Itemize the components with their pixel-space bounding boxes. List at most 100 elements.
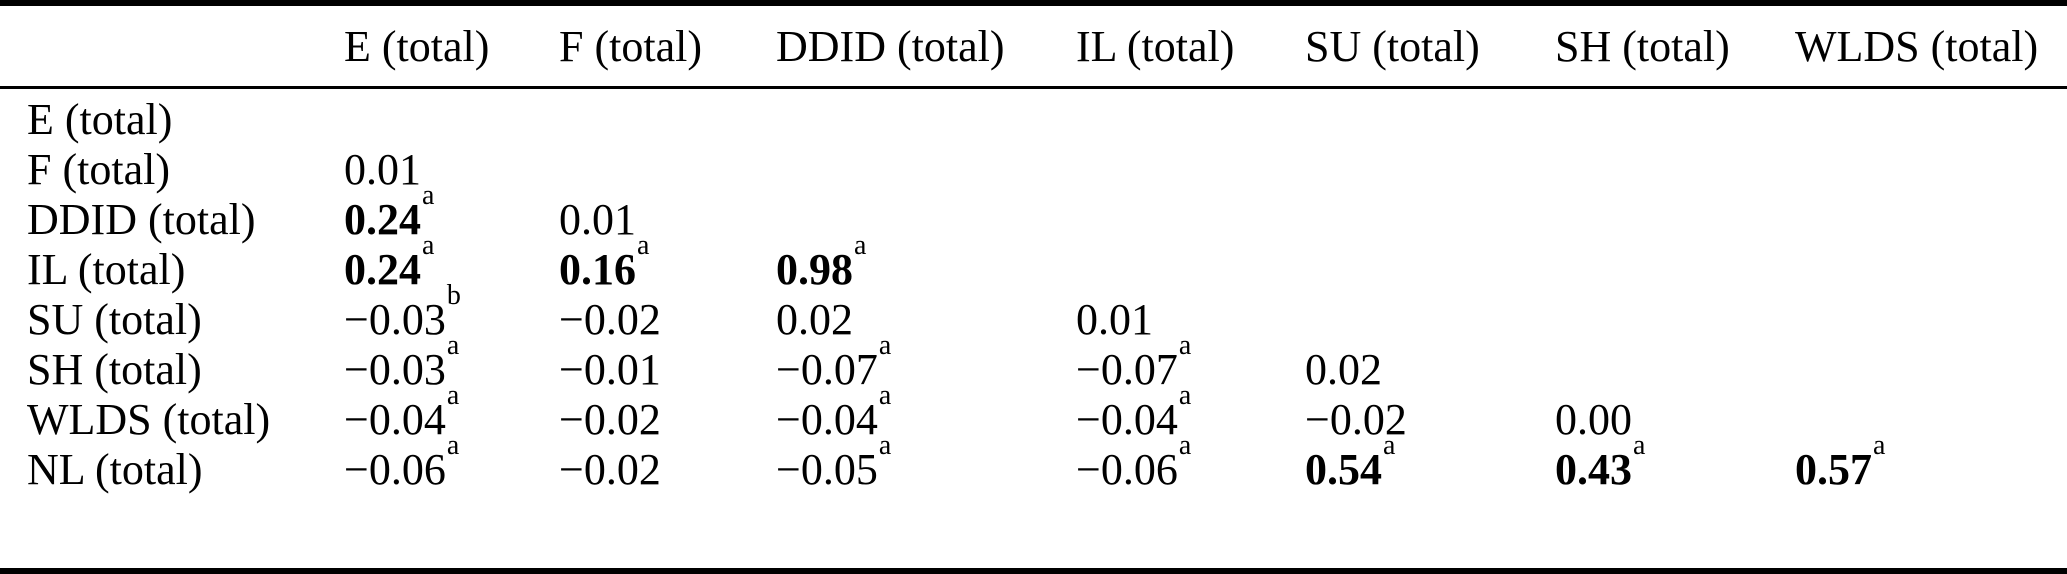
correlation-value: −0.04 xyxy=(1076,395,1178,444)
correlation-value: −0.07 xyxy=(776,345,878,394)
correlation-cell: −0.02 xyxy=(1305,395,1555,445)
column-header-e-total: E (total) xyxy=(344,21,490,71)
column-header-il-total: IL (total) xyxy=(1076,21,1235,71)
correlation-cell: 0.01 xyxy=(344,145,559,195)
column-header-sh-total: SH (total) xyxy=(1555,21,1730,71)
correlation-value: −0.02 xyxy=(1305,395,1407,444)
correlation-cell: −0.06a xyxy=(1076,432,1305,495)
significance-superscript: a xyxy=(1873,430,1886,462)
correlation-cell: −0.03a xyxy=(344,332,559,395)
significance-superscript: a xyxy=(446,330,460,362)
table-header-row: E (total) F (total) DDID (total) IL (tot… xyxy=(0,6,2067,86)
correlation-cell: −0.05a xyxy=(776,432,1076,495)
significance-superscript: a xyxy=(1383,430,1396,462)
column-header-f-total: F (total) xyxy=(559,21,702,71)
significance-superscript: a xyxy=(878,430,892,462)
correlation-value: −0.05 xyxy=(776,445,878,494)
table-row: E (total) xyxy=(0,95,2067,145)
correlation-cell: 0.16a xyxy=(559,232,776,295)
correlation-cell: −0.01 xyxy=(559,345,776,395)
correlation-value: −0.07 xyxy=(1076,345,1178,394)
correlation-value: 0.24 xyxy=(344,195,421,244)
correlation-value: −0.02 xyxy=(559,295,661,344)
significance-superscript: a xyxy=(422,180,435,212)
column-header-su-total: SU (total) xyxy=(1305,21,1480,71)
table-row: DDID (total) 0.24a 0.01 xyxy=(0,182,2067,245)
correlation-value: −0.04 xyxy=(344,395,446,444)
table-top-rule xyxy=(0,0,2067,6)
correlation-value: −0.02 xyxy=(559,445,661,494)
row-label: F (total) xyxy=(27,145,170,194)
correlation-cell: −0.04a xyxy=(776,382,1076,445)
correlation-cell: 0.43a xyxy=(1555,432,1795,495)
correlation-cell: 0.01 xyxy=(1076,295,1305,345)
row-label: WLDS (total) xyxy=(27,395,271,444)
correlation-cell: −0.02 xyxy=(559,445,776,495)
correlation-cell: −0.04a xyxy=(344,382,559,445)
significance-superscript: a xyxy=(446,380,460,412)
correlation-cell: 0.24a xyxy=(344,182,559,245)
correlation-cell: −0.02 xyxy=(559,295,776,345)
row-label: DDID (total) xyxy=(27,195,256,244)
column-header-wlds-total: WLDS (total) xyxy=(1795,21,2039,71)
row-label: E (total) xyxy=(27,95,173,144)
correlation-value: −0.03 xyxy=(344,295,446,344)
table-body: E (total) F (total) 0.01 DDID (total) 0.24a 0… xyxy=(0,89,2067,495)
correlation-value: −0.06 xyxy=(344,445,446,494)
correlation-value: 0.01 xyxy=(1076,295,1153,344)
significance-superscript: a xyxy=(878,380,892,412)
table-bottom-rule xyxy=(0,568,2067,574)
table-row: NL (total) −0.06a −0.02 −0.05a −0.06a 0.54a 0.… xyxy=(0,432,2067,495)
correlation-cell: −0.04a xyxy=(1076,382,1305,445)
significance-superscript: a xyxy=(422,230,435,262)
correlation-value: 0.02 xyxy=(1305,345,1382,394)
correlation-cell: 0.00 xyxy=(1555,395,1795,445)
correlation-cell: −0.07a xyxy=(1076,332,1305,395)
correlation-value: −0.02 xyxy=(559,395,661,444)
correlation-value: 0.98 xyxy=(776,245,853,294)
correlation-cell: 0.57a xyxy=(1795,432,2067,495)
correlation-cell: 0.02 xyxy=(776,295,1076,345)
significance-superscript: a xyxy=(1178,430,1192,462)
table-row: SH (total) −0.03a −0.01 −0.07a −0.07a 0.02 xyxy=(0,332,2067,395)
table-row: WLDS (total) −0.04a −0.02 −0.04a −0.04a −0.02… xyxy=(0,382,2067,445)
correlation-value: 0.24 xyxy=(344,245,421,294)
column-header-ddid-total: DDID (total) xyxy=(776,21,1005,71)
significance-superscript: a xyxy=(637,230,650,262)
correlation-value: 0.16 xyxy=(559,245,636,294)
significance-superscript: a xyxy=(1633,430,1646,462)
row-label: IL (total) xyxy=(27,245,186,294)
significance-superscript: b xyxy=(446,280,461,312)
correlation-cell: 0.24a xyxy=(344,232,559,295)
significance-superscript: a xyxy=(1178,380,1192,412)
correlation-cell: 0.01 xyxy=(559,195,776,245)
row-label: SH (total) xyxy=(27,345,202,394)
correlation-cell: −0.06a xyxy=(344,432,559,495)
correlation-value: 0.54 xyxy=(1305,445,1382,494)
correlation-cell: −0.02 xyxy=(559,395,776,445)
correlation-value: 0.02 xyxy=(776,295,853,344)
row-label: SU (total) xyxy=(27,295,202,344)
row-label: NL (total) xyxy=(27,445,203,494)
table-row: IL (total) 0.24a 0.16a 0.98a xyxy=(0,232,2067,295)
correlation-value: −0.04 xyxy=(776,395,878,444)
significance-superscript: a xyxy=(446,430,460,462)
correlation-value: 0.00 xyxy=(1555,395,1632,444)
correlation-value: 0.01 xyxy=(344,145,421,194)
correlation-value: 0.43 xyxy=(1555,445,1632,494)
correlation-value: −0.06 xyxy=(1076,445,1178,494)
correlation-value: 0.01 xyxy=(559,195,636,244)
correlation-value: 0.57 xyxy=(1795,445,1872,494)
table-row: SU (total) −0.03b −0.02 0.02 0.01 xyxy=(0,282,2067,345)
significance-superscript: a xyxy=(854,230,867,262)
correlation-cell: 0.54a xyxy=(1305,432,1555,495)
correlation-value: −0.01 xyxy=(559,345,661,394)
correlation-value: −0.03 xyxy=(344,345,446,394)
table-row: F (total) 0.01 xyxy=(0,145,2067,195)
correlation-cell: 0.98a xyxy=(776,232,1076,295)
table-header-rule xyxy=(0,86,2067,89)
significance-superscript: a xyxy=(1178,330,1192,362)
correlation-cell: 0.02 xyxy=(1305,345,1555,395)
significance-superscript: a xyxy=(878,330,892,362)
